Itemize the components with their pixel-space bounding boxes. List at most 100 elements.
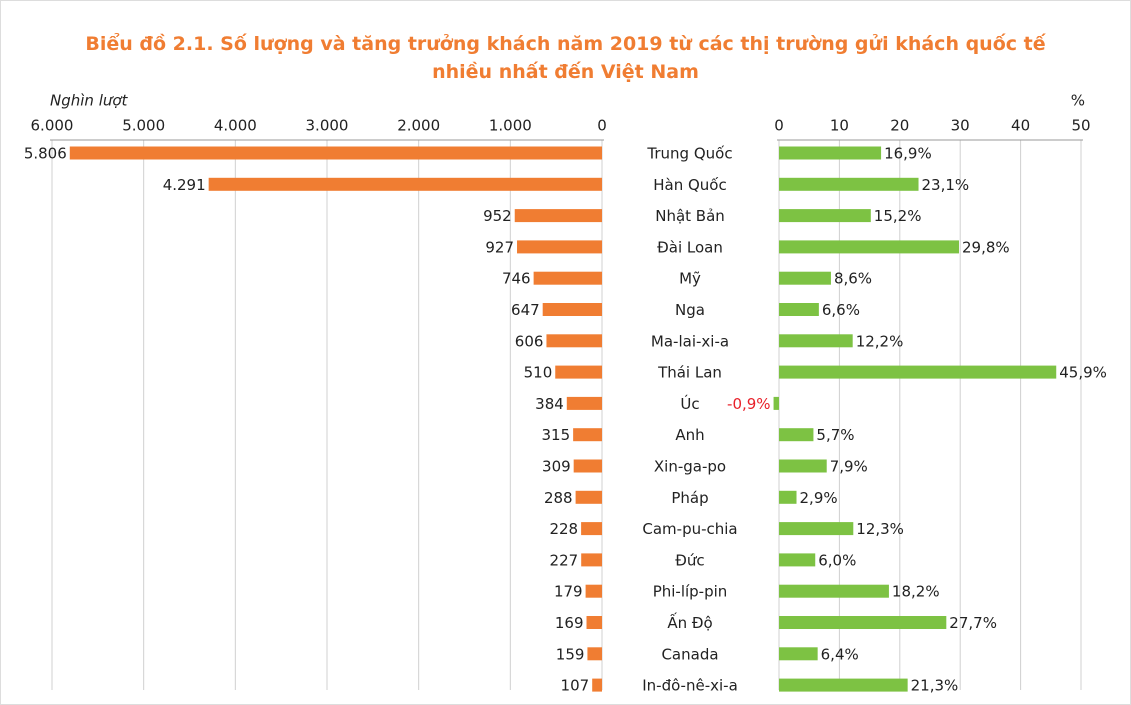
bar — [542, 303, 602, 316]
bar — [779, 616, 947, 629]
bar — [592, 678, 602, 692]
category-label: Thái Lan — [657, 364, 722, 382]
value-label: 12,2% — [856, 332, 904, 350]
bar — [573, 459, 602, 473]
value-label: 315 — [541, 426, 570, 444]
bar — [779, 146, 882, 160]
bar — [779, 428, 814, 442]
bar — [514, 209, 602, 223]
bar — [581, 553, 602, 567]
title-box: Biểu đồ 2.1. Số lượng và tăng trưởng khá… — [0, 30, 1131, 86]
x-tick-label: 0 — [597, 117, 607, 135]
bar — [555, 365, 602, 379]
bar — [779, 209, 871, 223]
value-label: 510 — [524, 364, 553, 382]
value-label: 6,6% — [822, 301, 860, 319]
value-label: 16,9% — [884, 145, 932, 163]
value-label: 15,2% — [874, 207, 922, 225]
category-label: Úc — [680, 394, 699, 413]
category-label: Ma-lai-xi-a — [651, 332, 729, 350]
x-tick-label: 10 — [830, 117, 849, 135]
value-label: 29,8% — [962, 238, 1010, 256]
value-label: 647 — [511, 301, 540, 319]
bar — [773, 396, 779, 410]
x-tick-label: 2.000 — [397, 117, 440, 135]
category-label: Đức — [675, 551, 704, 569]
value-label: 4.291 — [163, 176, 206, 194]
value-label: 7,9% — [830, 458, 868, 476]
axis-label: Nghìn lượt — [50, 92, 129, 110]
x-tick-label: 30 — [951, 117, 970, 135]
value-label: 159 — [556, 645, 585, 663]
value-label: 21,3% — [911, 677, 959, 695]
value-label: 228 — [549, 520, 578, 538]
category-label: Đài Loan — [657, 238, 723, 256]
bar — [779, 334, 853, 348]
category-label: Pháp — [671, 489, 708, 507]
value-label: 309 — [542, 458, 571, 476]
bar — [779, 647, 818, 661]
x-tick-label: 40 — [1011, 117, 1030, 135]
bar — [779, 553, 816, 567]
value-label: 6,4% — [821, 645, 859, 663]
bar — [533, 271, 602, 285]
x-tick-label: 20 — [890, 117, 909, 135]
category-label: Mỹ — [679, 270, 701, 288]
chart-title: Biểu đồ 2.1. Số lượng và tăng trưởng khá… — [85, 33, 1046, 83]
bar — [546, 334, 602, 348]
bar — [779, 459, 827, 473]
bar — [779, 678, 908, 692]
bar — [581, 522, 602, 536]
x-tick-label: 5.000 — [122, 117, 165, 135]
bar — [779, 584, 889, 598]
value-label: 5,7% — [816, 426, 854, 444]
bar — [779, 303, 819, 316]
value-label: 18,2% — [892, 583, 940, 601]
bar — [779, 365, 1057, 379]
value-label: 45,9% — [1059, 364, 1107, 382]
category-label: Cam-pu-chia — [642, 520, 737, 538]
value-label: 6,0% — [818, 551, 856, 569]
category-label: Ấn Độ — [667, 611, 712, 632]
category-label: Anh — [675, 426, 704, 444]
bar — [779, 522, 854, 536]
bar — [587, 647, 602, 661]
value-label: 2,9% — [800, 489, 838, 507]
bar — [585, 584, 602, 598]
bar — [779, 271, 831, 285]
bar — [566, 396, 602, 410]
value-label: 8,6% — [834, 270, 872, 288]
axis-label: % — [1071, 92, 1085, 110]
category-label: Trung Quốc — [646, 145, 732, 163]
x-tick-label: 3.000 — [306, 117, 349, 135]
value-label: 12,3% — [856, 520, 904, 538]
value-label: 169 — [555, 614, 584, 632]
bar — [779, 177, 919, 191]
x-tick-label: 0 — [774, 117, 784, 135]
bar — [586, 616, 602, 629]
category-label: In-đô-nê-xi-a — [642, 677, 738, 695]
bar — [208, 177, 603, 191]
value-label: 384 — [535, 395, 564, 413]
category-label: Xin-ga-po — [654, 458, 726, 476]
bar — [779, 240, 959, 254]
category-label: Canada — [661, 645, 718, 663]
value-label: 288 — [544, 489, 573, 507]
value-label: 227 — [550, 551, 579, 569]
x-tick-label: 1.000 — [489, 117, 532, 135]
value-label: 23,1% — [922, 176, 970, 194]
bar — [575, 490, 602, 504]
bar — [69, 146, 603, 160]
value-label: 5.806 — [24, 145, 67, 163]
value-label: 179 — [554, 583, 583, 601]
value-label: 952 — [483, 207, 512, 225]
category-label: Nhật Bản — [655, 207, 725, 225]
value-label: 606 — [515, 332, 544, 350]
bar — [517, 240, 602, 254]
x-tick-label: 50 — [1071, 117, 1090, 135]
category-label: Phi-líp-pin — [653, 583, 728, 601]
x-tick-label: 4.000 — [214, 117, 257, 135]
value-label: 27,7% — [949, 614, 997, 632]
